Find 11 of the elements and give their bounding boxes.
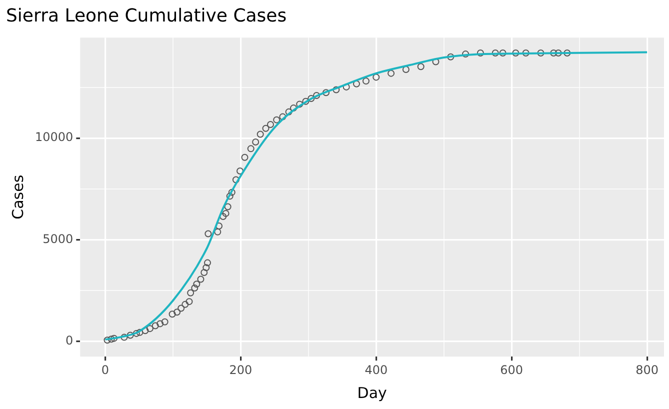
y-tick-label: 0: [66, 333, 74, 348]
x-tick-label: 600: [500, 362, 524, 377]
x-tick-label: 200: [229, 362, 252, 377]
x-tick-label: 0: [101, 362, 110, 377]
y-axis-title: Cases: [8, 174, 27, 220]
x-axis-title: Day: [357, 384, 388, 402]
x-tick-label: 400: [364, 362, 388, 377]
y-tick-label: 5000: [42, 232, 74, 246]
x-tick-label: 800: [636, 362, 659, 377]
y-tick-label: 10000: [34, 130, 74, 144]
chart-title: Sierra Leone Cumulative Cases: [6, 5, 287, 26]
